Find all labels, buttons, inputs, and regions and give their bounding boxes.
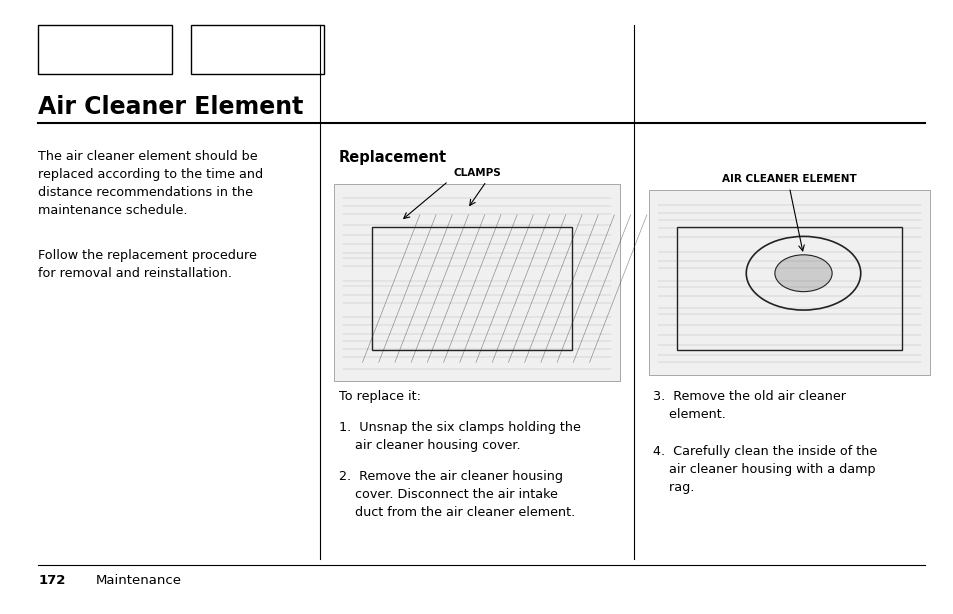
Circle shape	[774, 255, 831, 292]
Bar	[677, 227, 901, 350]
Text: Follow the replacement procedure
for removal and reinstallation.: Follow the replacement procedure for rem…	[38, 249, 256, 279]
Bar	[191, 25, 324, 74]
Text: 3.  Remove the old air cleaner
    element.: 3. Remove the old air cleaner element.	[653, 390, 845, 421]
Bar	[334, 184, 619, 381]
Text: The air cleaner element should be
replaced according to the time and
distance re: The air cleaner element should be replac…	[38, 150, 263, 217]
Text: 1.  Unsnap the six clamps holding the
    air cleaner housing cover.: 1. Unsnap the six clamps holding the air…	[338, 421, 580, 451]
Bar	[648, 190, 929, 375]
Bar	[372, 227, 572, 350]
Text: Replacement: Replacement	[338, 150, 446, 165]
Bar	[38, 25, 172, 74]
Text: 172: 172	[38, 574, 66, 587]
Text: To replace it:: To replace it:	[338, 390, 420, 403]
Text: AIR CLEANER ELEMENT: AIR CLEANER ELEMENT	[721, 174, 856, 184]
Text: Air Cleaner Element: Air Cleaner Element	[38, 95, 303, 119]
Text: 4.  Carefully clean the inside of the
    air cleaner housing with a damp
    ra: 4. Carefully clean the inside of the air…	[653, 445, 877, 494]
Text: Maintenance: Maintenance	[95, 574, 181, 587]
Text: CLAMPS: CLAMPS	[453, 168, 500, 178]
Text: 2.  Remove the air cleaner housing
    cover. Disconnect the air intake
    duct: 2. Remove the air cleaner housing cover.…	[338, 470, 575, 519]
